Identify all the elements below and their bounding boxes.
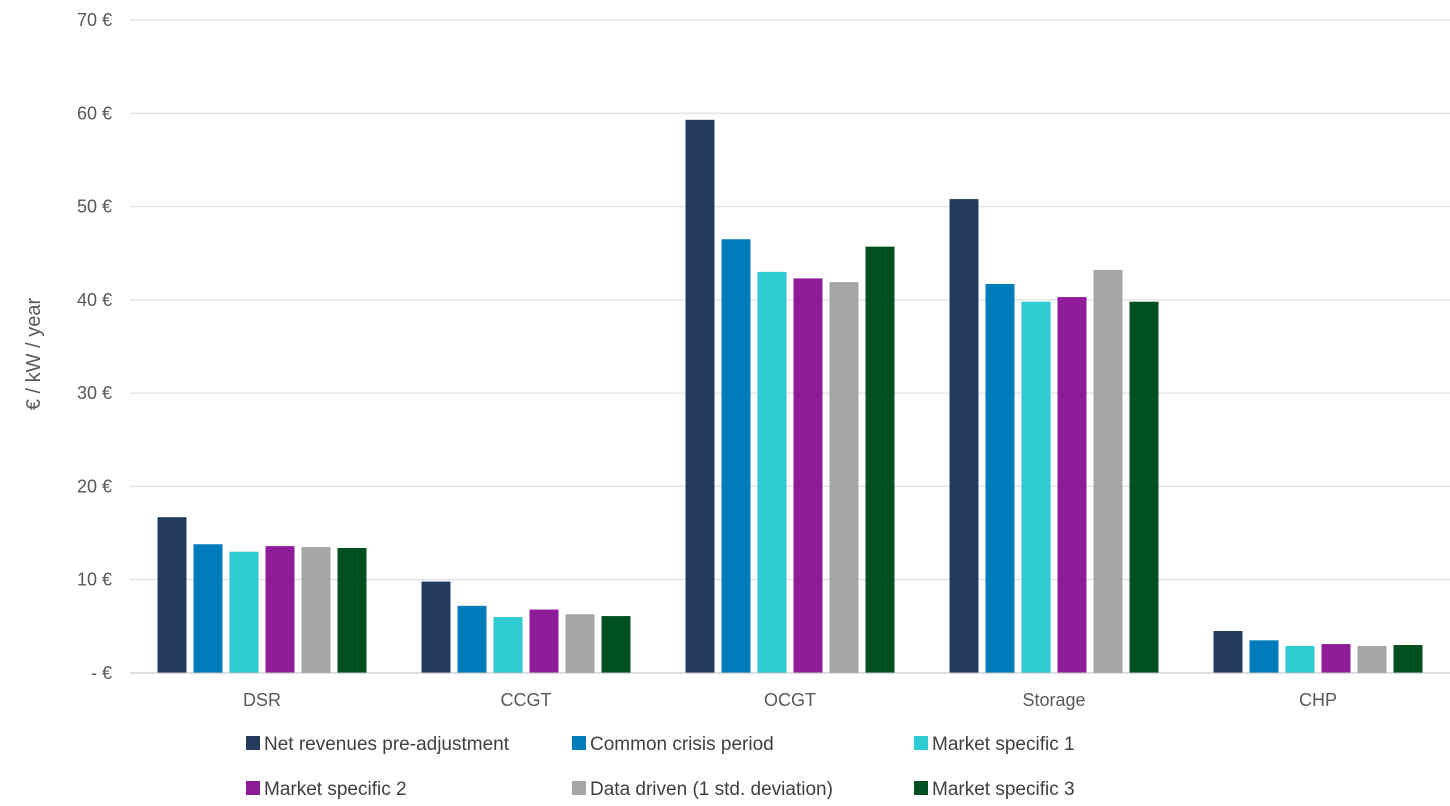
bar-ocgt-series-4 <box>794 278 823 673</box>
y-tick-label: - € <box>91 663 112 683</box>
bar-chp-series-1 <box>1214 631 1243 673</box>
y-tick-label: 50 € <box>77 197 112 217</box>
bar-dsr-series-1 <box>158 517 187 673</box>
bar-ccgt-series-5 <box>566 614 595 673</box>
legend: Net revenues pre-adjustment Common crisis… <box>246 734 1075 800</box>
y-tick-label: 70 € <box>77 10 112 30</box>
bar-dsr-series-4 <box>266 546 295 673</box>
legend-swatch <box>246 736 260 750</box>
bar-storage-series-4 <box>1058 297 1087 673</box>
y-tick-label: 10 € <box>77 570 112 590</box>
legend-label: Net revenues pre-adjustment <box>264 734 510 755</box>
legend-swatch <box>572 781 586 795</box>
x-category-label: DSR <box>243 690 281 710</box>
y-tick-label: 40 € <box>77 290 112 310</box>
y-tick-label: 30 € <box>77 383 112 403</box>
bar-ocgt-series-5 <box>830 282 859 673</box>
bar-ocgt-series-6 <box>866 247 895 673</box>
legend-label: Common crisis period <box>590 734 774 755</box>
bar-chp-series-4 <box>1322 644 1351 673</box>
bar-ccgt-series-1 <box>422 582 451 673</box>
legend-swatch <box>914 781 928 795</box>
bar-storage-series-1 <box>950 199 979 673</box>
bar-ccgt-series-2 <box>458 606 487 673</box>
x-axis-categories: DSR CCGT OCGT Storage CHP <box>243 690 1337 710</box>
bar-chp-series-2 <box>1250 640 1279 673</box>
legend-label: Market specific 1 <box>932 734 1075 755</box>
legend-label: Data driven (1 std. deviation) <box>590 779 833 800</box>
legend-swatch <box>246 781 260 795</box>
gridlines <box>130 20 1450 580</box>
bar-ccgt-series-6 <box>602 616 631 673</box>
bar-storage-series-3 <box>1022 302 1051 673</box>
bar-dsr-series-2 <box>194 544 223 673</box>
legend-label: Market specific 3 <box>932 779 1075 800</box>
bar-dsr-series-6 <box>338 548 367 673</box>
x-category-label: Storage <box>1022 690 1085 710</box>
bar-ocgt-series-3 <box>758 272 787 673</box>
bar-ocgt-series-2 <box>722 239 751 673</box>
bars <box>158 120 1423 673</box>
x-category-label: CHP <box>1299 690 1337 710</box>
bar-ccgt-series-3 <box>494 617 523 673</box>
bar-dsr-series-3 <box>230 552 259 673</box>
bar-chp-series-6 <box>1394 645 1423 673</box>
legend-swatch <box>572 736 586 750</box>
bar-ocgt-series-1 <box>686 120 715 673</box>
bar-chp-series-3 <box>1286 646 1315 673</box>
y-axis-ticks: - € 10 € 20 € 30 € 40 € 50 € 60 € 70 € <box>77 10 112 683</box>
legend-label: Market specific 2 <box>264 779 407 800</box>
bar-storage-series-6 <box>1130 302 1159 673</box>
x-category-label: CCGT <box>501 690 552 710</box>
x-category-label: OCGT <box>764 690 816 710</box>
bar-chp-series-5 <box>1358 646 1387 673</box>
bar-storage-series-5 <box>1094 270 1123 673</box>
y-tick-label: 20 € <box>77 476 112 496</box>
bar-storage-series-2 <box>986 284 1015 673</box>
bar-dsr-series-5 <box>302 547 331 673</box>
legend-swatch <box>914 736 928 750</box>
bar-ccgt-series-4 <box>530 610 559 673</box>
y-tick-label: 60 € <box>77 103 112 123</box>
y-axis-label: € / kW / year <box>23 298 45 411</box>
